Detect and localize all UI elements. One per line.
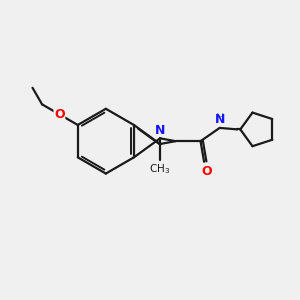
Text: N: N <box>214 113 225 126</box>
Text: N: N <box>155 124 165 137</box>
Text: O: O <box>54 108 65 121</box>
Text: CH$_3$: CH$_3$ <box>149 162 171 176</box>
Text: H: H <box>215 112 224 123</box>
Text: O: O <box>201 165 212 178</box>
